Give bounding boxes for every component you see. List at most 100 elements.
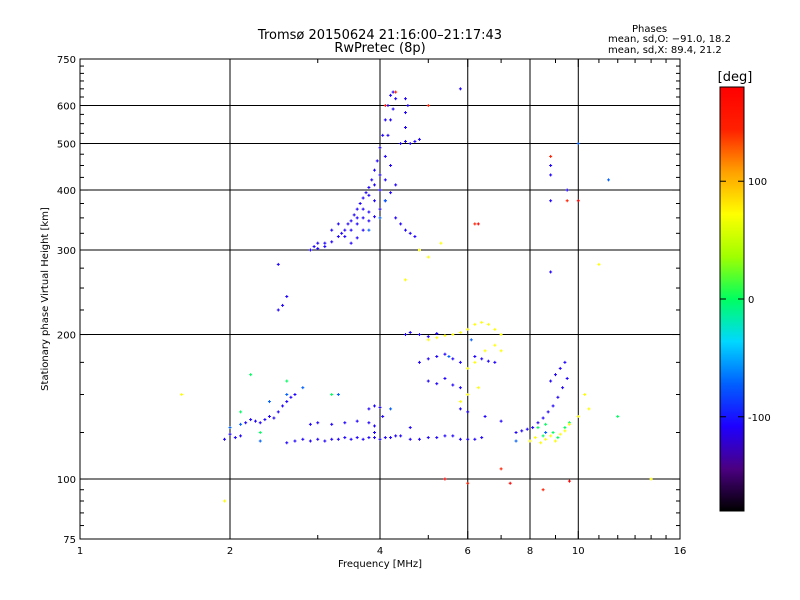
data-point <box>404 111 406 115</box>
data-point <box>545 437 547 441</box>
phases-heading: Phases <box>632 24 668 35</box>
data-point <box>452 357 454 361</box>
data-point <box>566 376 568 380</box>
x-tick-label: 8 <box>527 546 533 557</box>
data-point <box>474 354 476 358</box>
data-point <box>341 231 343 235</box>
data-point <box>379 216 381 220</box>
data-point <box>371 178 373 182</box>
data-point <box>286 400 288 404</box>
data-point <box>344 436 346 440</box>
data-point <box>577 199 579 203</box>
data-point <box>259 421 261 425</box>
data-point <box>444 477 446 481</box>
x-tick-label: 16 <box>674 546 687 557</box>
data-point <box>331 393 333 397</box>
data-point <box>529 439 531 443</box>
data-point <box>317 241 319 245</box>
chart-title: Tromsø 20150624 21:16:00–21:17:43 <box>257 28 503 43</box>
data-point <box>500 467 502 471</box>
data-point <box>277 410 279 414</box>
data-point <box>331 422 333 426</box>
data-point <box>481 357 483 361</box>
data-point <box>568 421 570 425</box>
phases-mean-x: mean, sd,X: 89.4, 21.2 <box>608 45 722 56</box>
data-point <box>400 222 402 226</box>
data-point <box>390 191 392 195</box>
data-point <box>436 354 438 358</box>
data-point <box>404 333 406 337</box>
data-point <box>427 338 429 342</box>
data-point <box>384 178 386 182</box>
data-point <box>474 360 476 364</box>
data-point <box>309 422 311 426</box>
data-point <box>500 349 502 353</box>
x-tick-label: 4 <box>377 546 383 557</box>
data-point <box>382 414 384 418</box>
data-point <box>317 247 319 251</box>
data-point <box>362 228 364 232</box>
data-point <box>436 436 438 440</box>
data-point <box>427 335 429 339</box>
data-point <box>309 248 311 252</box>
data-point <box>440 241 442 245</box>
data-point <box>395 434 397 438</box>
data-point <box>379 437 381 441</box>
data-point <box>577 414 579 418</box>
data-point <box>368 228 370 232</box>
data-point <box>562 386 564 390</box>
data-point <box>181 393 183 397</box>
data-point <box>617 414 619 418</box>
data-point <box>467 481 469 485</box>
data-point <box>550 163 552 167</box>
data-point <box>365 191 367 195</box>
data-point <box>368 185 370 189</box>
data-point <box>568 422 570 426</box>
data-point <box>286 379 288 383</box>
data-point <box>240 422 242 426</box>
data-point <box>588 407 590 411</box>
data-point <box>550 379 552 383</box>
data-point <box>294 439 296 443</box>
data-point <box>384 436 386 440</box>
data-point <box>390 436 392 440</box>
data-point <box>427 357 429 361</box>
data-point <box>467 410 469 414</box>
data-point <box>309 439 311 443</box>
data-point <box>374 404 376 408</box>
data-point <box>494 360 496 364</box>
colorbar-label: [deg] <box>718 70 753 85</box>
data-point <box>290 395 292 399</box>
chart-subtitle: RwPretec (8p) <box>334 41 426 56</box>
data-point <box>534 436 536 440</box>
y-tick-label: 750 <box>57 55 76 66</box>
data-point <box>384 104 386 108</box>
data-point <box>350 219 352 223</box>
data-point <box>395 216 397 220</box>
data-point <box>481 320 483 324</box>
data-point <box>362 196 364 200</box>
data-point <box>250 418 252 422</box>
y-tick-label: 100 <box>57 475 76 486</box>
data-point <box>390 93 392 97</box>
data-point <box>359 201 361 205</box>
data-point <box>392 90 394 94</box>
data-point <box>286 295 288 299</box>
data-point <box>554 439 556 443</box>
data-point <box>313 245 315 249</box>
data-point <box>368 193 370 197</box>
data-point <box>459 386 461 390</box>
colorbar-ticks: 100 0 -100 <box>720 177 771 424</box>
data-point <box>474 322 476 326</box>
data-point <box>382 133 384 137</box>
data-point <box>376 159 378 163</box>
x-tick-label: 1 <box>77 546 83 557</box>
data-point <box>234 436 236 440</box>
data-point <box>532 426 534 430</box>
data-point <box>608 178 610 182</box>
data-point <box>545 431 547 435</box>
data-point <box>384 154 386 158</box>
data-point <box>374 431 376 435</box>
data-point <box>550 199 552 203</box>
